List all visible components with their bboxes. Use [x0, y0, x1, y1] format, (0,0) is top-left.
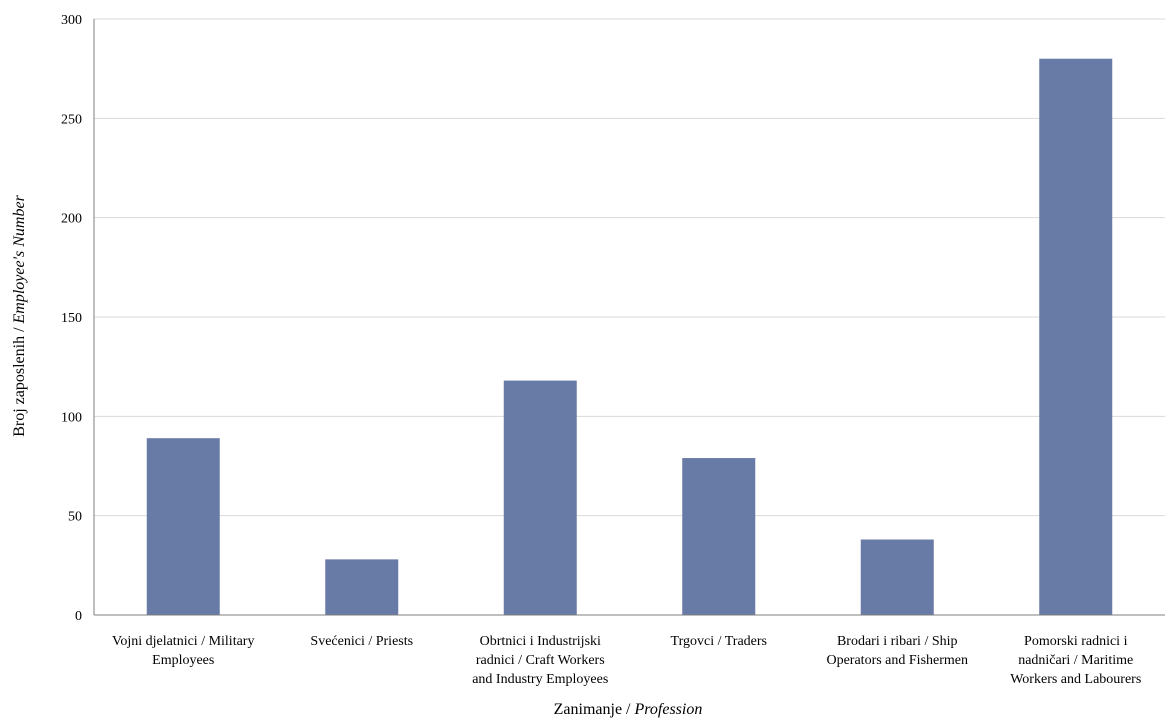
x-axis-title-italic: Profession — [634, 701, 703, 718]
y-tick-label: 150 — [61, 311, 82, 326]
x-category-label: Trgovci / Traders — [671, 634, 767, 649]
x-category-label-line: nadničari / Maritime — [1018, 653, 1133, 668]
y-axis-title-italic: Employee's Number — [11, 194, 28, 324]
bar — [146, 438, 220, 615]
x-category-label-line: Employees — [152, 653, 214, 668]
x-category-label-line: Operators and Fishermen — [826, 653, 968, 668]
bar — [1039, 58, 1113, 615]
gridlines — [94, 18, 1165, 517]
y-axis-title-plain: Broj zaposlenih / — [11, 323, 28, 436]
y-tick-label: 100 — [61, 410, 82, 425]
axes — [93, 19, 1165, 616]
y-axis-title: Broj zaposlenih / Employee's Number — [11, 194, 28, 436]
x-category-label: Obrtnici i Industrijski radnici / Craft W… — [472, 634, 608, 687]
x-category-label-line: Brodari i ribari / Ship — [837, 634, 958, 649]
y-tick-label: 0 — [75, 609, 82, 624]
y-tick-label: 50 — [68, 510, 82, 525]
y-tick-labels: 0 50 100 150 200 250 300 — [61, 13, 82, 624]
x-category-label: Pomorski radnici i nadničari / Maritime Wo… — [1010, 634, 1141, 687]
x-category-label-line: Trgovci / Traders — [671, 634, 767, 649]
bar — [503, 380, 577, 615]
x-category-label: Svećenici / Priests — [310, 634, 413, 649]
y-tick-label: 300 — [61, 13, 82, 28]
x-category-labels: Vojni djelatnici / Military Employees Sveć… — [112, 634, 1141, 687]
y-tick-label: 200 — [61, 212, 82, 227]
x-category-label: Vojni djelatnici / Military Employees — [112, 634, 254, 668]
x-axis-title: Zanimanje / Profession — [554, 701, 703, 718]
x-axis-title-plain: Zanimanje / — [554, 701, 635, 718]
x-category-label-line: Pomorski radnici i — [1024, 634, 1128, 649]
bar — [860, 539, 934, 615]
bar — [682, 458, 756, 615]
bar-series — [146, 58, 1113, 615]
x-category-label-line: and Industry Employees — [472, 672, 608, 687]
x-category-label-line: Svećenici / Priests — [310, 634, 413, 649]
x-category-label-line: Vojni djelatnici / Military — [112, 634, 254, 649]
x-category-label-line: Obrtnici i Industrijski — [480, 634, 601, 649]
x-category-label-line: Workers and Labourers — [1010, 672, 1141, 687]
x-category-label-line: radnici / Craft Workers — [476, 653, 605, 668]
x-category-label: Brodari i ribari / Ship Operators and Fis… — [826, 634, 968, 668]
bar — [325, 559, 399, 615]
y-tick-label: 250 — [61, 112, 82, 127]
